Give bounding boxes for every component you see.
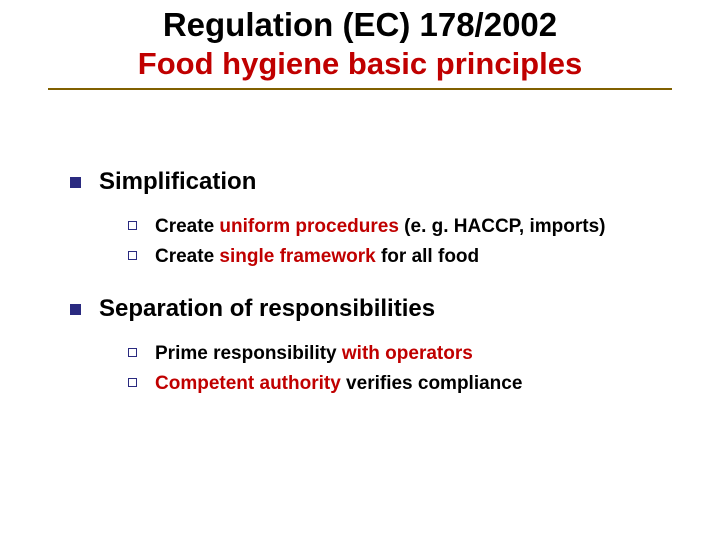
section-items: Create uniform procedures (e. g. HACCP, …: [128, 214, 680, 269]
text-highlight: with operators: [342, 343, 473, 364]
text-highlight: single framework: [219, 246, 375, 267]
list-item: Competent authority verifies compliance: [128, 371, 680, 397]
text-plain: Prime responsibility: [155, 343, 342, 364]
section-heading-text: Separation of responsibilities: [99, 295, 435, 323]
text-plain: verifies compliance: [341, 373, 523, 394]
title-block: Regulation (EC) 178/2002 Food hygiene ba…: [48, 6, 672, 90]
list-item-text: Competent authority verifies compliance: [155, 371, 522, 397]
slide-content: Simplification Create uniform procedures…: [70, 150, 680, 423]
hollow-square-bullet-icon: [128, 378, 137, 387]
text-plain: (e. g. HACCP, imports): [399, 216, 606, 237]
list-item-text: Create uniform procedures (e. g. HACCP, …: [155, 214, 605, 240]
hollow-square-bullet-icon: [128, 251, 137, 260]
slide-title: Regulation (EC) 178/2002: [48, 6, 672, 44]
list-item: Create single framework for all food: [128, 244, 680, 270]
hollow-square-bullet-icon: [128, 348, 137, 357]
section-heading: Separation of responsibilities: [70, 295, 680, 323]
slide-subtitle: Food hygiene basic principles: [48, 46, 672, 82]
text-highlight: Competent authority: [155, 373, 341, 394]
text-plain: Create: [155, 246, 219, 267]
text-plain: for all food: [376, 246, 479, 267]
list-item: Create uniform procedures (e. g. HACCP, …: [128, 214, 680, 240]
square-bullet-icon: [70, 177, 81, 188]
square-bullet-icon: [70, 304, 81, 315]
text-highlight: uniform procedures: [219, 216, 398, 237]
list-item-text: Prime responsibility with operators: [155, 341, 473, 367]
hollow-square-bullet-icon: [128, 221, 137, 230]
section-heading-text: Simplification: [99, 168, 256, 196]
list-item-text: Create single framework for all food: [155, 244, 479, 270]
section-items: Prime responsibility with operators Comp…: [128, 341, 680, 396]
list-item: Prime responsibility with operators: [128, 341, 680, 367]
section-heading: Simplification: [70, 168, 680, 196]
text-plain: Create: [155, 216, 219, 237]
